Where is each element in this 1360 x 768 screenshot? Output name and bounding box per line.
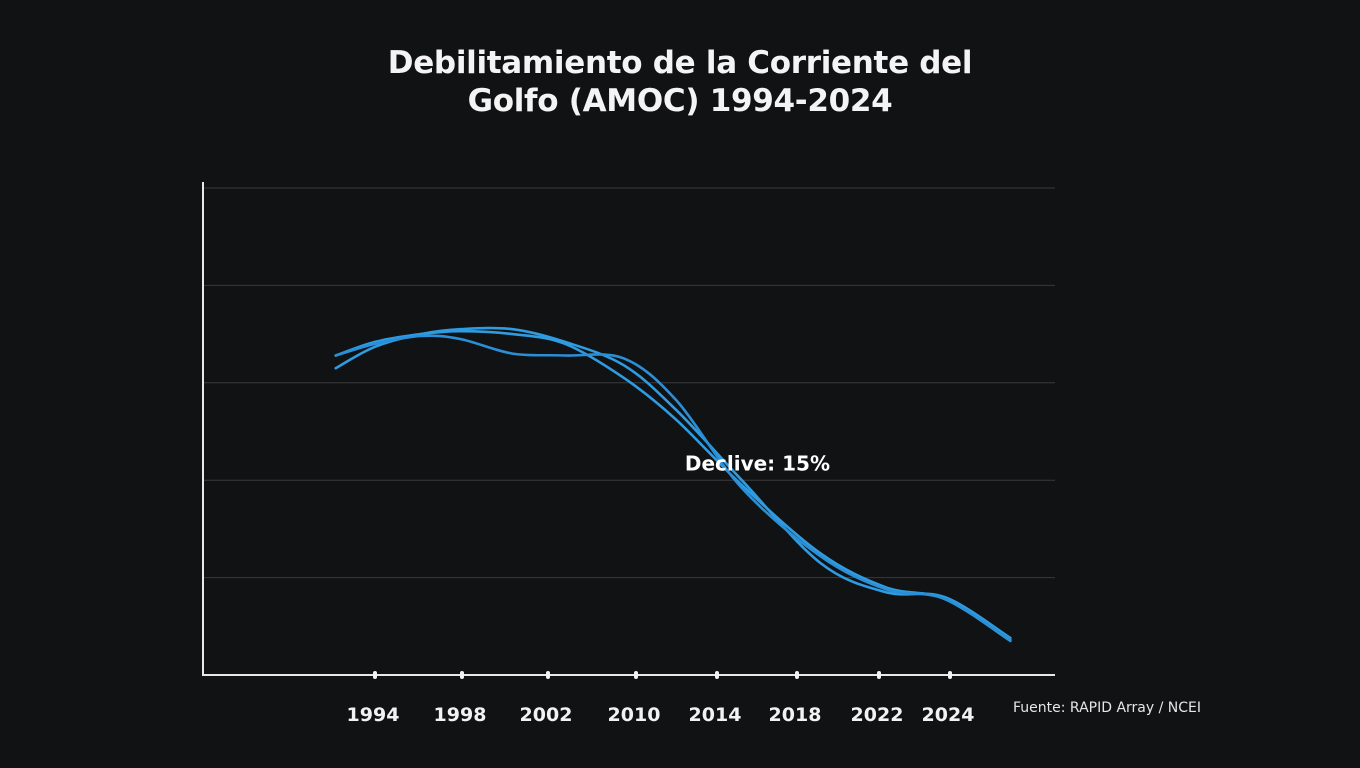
x-tick-label-2014: 2014 bbox=[689, 704, 742, 726]
x-tick-label-2024: 2024 bbox=[922, 704, 975, 726]
series-line-serie-3 bbox=[334, 334, 1012, 642]
x-tick-label-1994: 1994 bbox=[347, 704, 400, 726]
x-tick-label-1998: 1998 bbox=[434, 704, 487, 726]
series-lines bbox=[334, 326, 1012, 643]
x-tick-mark-2010 bbox=[634, 671, 638, 679]
x-tick-mark-2022 bbox=[877, 671, 881, 679]
annotations: Declive: 15% bbox=[685, 452, 830, 476]
x-tick-mark-1998 bbox=[460, 671, 464, 679]
source-note: Fuente: RAPID Array / NCEI bbox=[1013, 700, 1202, 716]
chart-title-line-2: Golfo (AMOC) 1994-2024 bbox=[467, 83, 893, 119]
annotation-decline: Declive: 15% bbox=[685, 452, 830, 476]
chart-title-line-1: Debilitamiento de la Corriente del bbox=[387, 45, 973, 81]
x-tick-mark-2002 bbox=[546, 671, 550, 679]
x-tick-label-2002: 2002 bbox=[520, 704, 573, 726]
x-tick-mark-2018 bbox=[795, 671, 799, 679]
chart-title: Debilitamiento de la Corriente del Golfo… bbox=[330, 44, 1030, 120]
x-tick-label-2010: 2010 bbox=[608, 704, 661, 726]
x-tick-mark-2024 bbox=[948, 671, 952, 679]
x-tick-label-2018: 2018 bbox=[769, 704, 822, 726]
x-tick-mark-1994 bbox=[373, 671, 377, 679]
x-ticks: 1994 1998 2002 2010 2014 2018 2022 2024 bbox=[347, 671, 975, 726]
axes bbox=[202, 182, 1055, 676]
series-line-serie-2 bbox=[334, 326, 1012, 640]
x-tick-label-2022: 2022 bbox=[851, 704, 904, 726]
x-tick-mark-2014 bbox=[715, 671, 719, 679]
